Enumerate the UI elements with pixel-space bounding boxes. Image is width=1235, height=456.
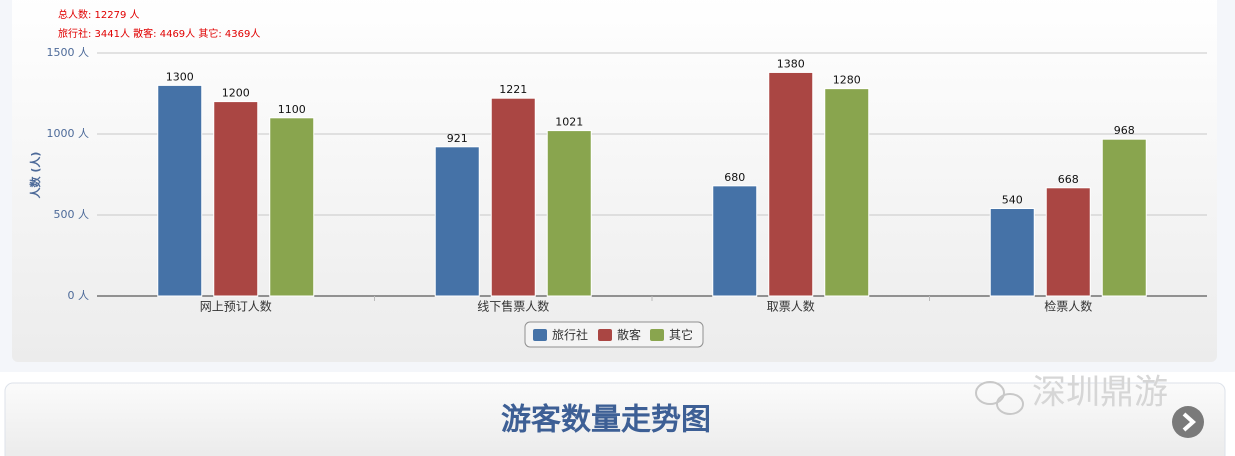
x-tick-label: 取票人数 — [767, 299, 815, 314]
legend-swatch — [598, 329, 612, 341]
data-label: 1221 — [499, 83, 527, 96]
bar — [768, 71, 814, 297]
x-tick-label: 检票人数 — [1044, 299, 1092, 314]
legend-swatch — [650, 329, 664, 341]
next-arrow — [1182, 412, 1197, 432]
bar — [989, 208, 1035, 297]
data-label: 921 — [447, 132, 468, 145]
data-label: 1100 — [278, 103, 306, 116]
data-label: 668 — [1058, 173, 1079, 186]
next-button[interactable] — [1172, 406, 1204, 438]
y-tick-label: 1500 人 — [47, 46, 90, 59]
data-label: 968 — [1114, 124, 1135, 137]
y-tick-label: 0 人 — [68, 289, 90, 302]
section-panel — [4, 382, 1226, 456]
data-label: 1200 — [222, 87, 250, 100]
data-label: 680 — [724, 171, 745, 184]
bar — [490, 97, 536, 297]
x-tick-label: 网上预订人数 — [200, 299, 272, 314]
y-axis-title: 人数 (人) — [28, 152, 42, 199]
bar — [824, 88, 870, 297]
data-label: 540 — [1002, 194, 1023, 207]
data-label: 1380 — [777, 57, 805, 70]
x-tick-label: 线下售票人数 — [477, 299, 549, 314]
watermark: 深圳鼎游 — [1032, 373, 1168, 413]
section-title: 游客数量走势图 — [501, 403, 711, 438]
data-label: 1300 — [166, 70, 194, 83]
wechat-icon — [975, 381, 1024, 415]
legend-label: 其它 — [669, 327, 693, 342]
y-tick-label: 1000 人 — [47, 127, 90, 140]
bar — [213, 101, 259, 297]
bar — [269, 117, 315, 297]
bar — [1101, 138, 1147, 297]
total-text: 总人数: 12279 人 — [58, 8, 140, 21]
bar — [1045, 187, 1091, 297]
legend-label: 旅行社 — [552, 327, 588, 342]
legend: 旅行社 散客 其它 — [533, 327, 693, 342]
breakdown-text: 旅行社: 3441人 散客: 4469人 其它: 4369人 — [58, 27, 260, 40]
legend-swatch — [533, 329, 547, 341]
data-label: 1021 — [555, 116, 583, 129]
y-tick-label: 500 人 — [54, 208, 90, 221]
bar — [546, 130, 592, 297]
legend-label: 散客 — [617, 327, 641, 342]
bar — [712, 185, 758, 297]
data-label: 1280 — [833, 74, 861, 87]
bar — [157, 84, 203, 297]
bar — [434, 146, 480, 297]
